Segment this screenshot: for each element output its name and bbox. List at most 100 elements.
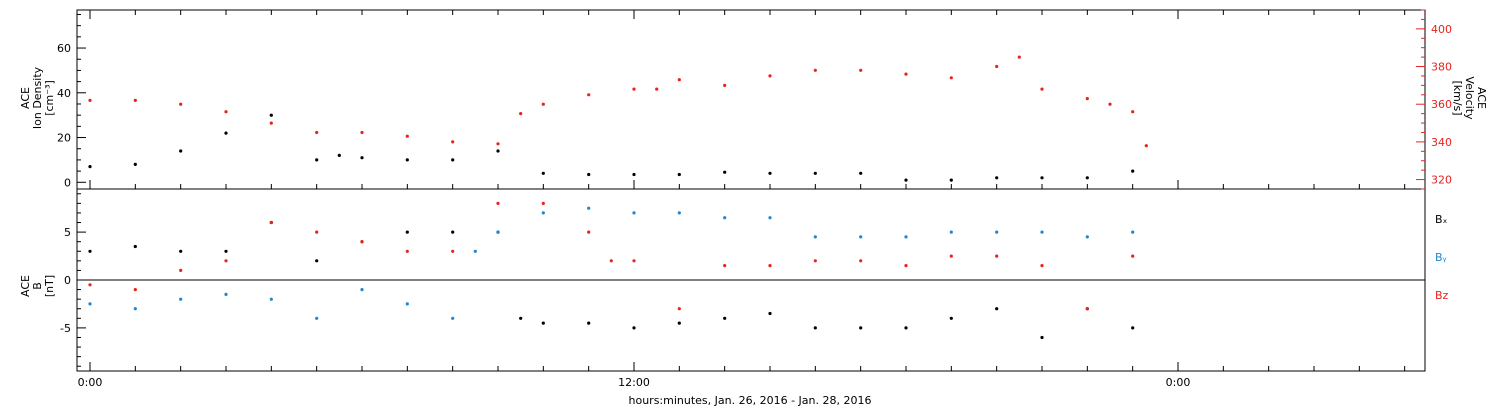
bz-point	[632, 259, 636, 263]
ion-density-point	[995, 176, 999, 180]
by-point	[1040, 230, 1044, 234]
bx-point	[677, 321, 681, 325]
ion-density-point	[224, 131, 228, 135]
ion-density-point	[179, 149, 183, 153]
svg-text:Ion Density: Ion Density	[31, 66, 44, 129]
by-point	[723, 216, 727, 220]
by-point	[1085, 235, 1089, 239]
velocity-point	[88, 98, 92, 102]
bx-point	[632, 326, 636, 330]
velocity-tick-label: 320	[1431, 174, 1452, 187]
velocity-point	[405, 134, 409, 138]
field-axis-label: ACE B [nT]	[19, 275, 56, 297]
bx-point	[1040, 335, 1044, 340]
bx-point	[179, 249, 183, 253]
ion-density-point	[269, 113, 273, 117]
x-axis-title: hours:minutes, Jan. 26, 2016 - Jan. 28, …	[629, 394, 872, 407]
density-tick-label: 20	[57, 132, 71, 145]
bz-point	[224, 259, 228, 263]
velocity-point	[632, 87, 636, 91]
velocity-point	[496, 142, 500, 146]
by-point	[88, 302, 92, 306]
bz-point	[768, 264, 772, 268]
bx-point	[723, 316, 727, 320]
velocity-point	[1131, 110, 1135, 114]
ion-density-point	[813, 171, 817, 175]
data-points-layer	[88, 55, 1148, 340]
velocity-point	[995, 64, 999, 69]
velocity-point	[1108, 102, 1112, 106]
velocity-point	[541, 102, 545, 106]
velocity-tick-label: 340	[1431, 136, 1452, 149]
x-tick-label-1: 12:00	[618, 376, 650, 389]
velocity-point	[859, 68, 863, 72]
velocity-point	[224, 110, 228, 114]
bz-point	[88, 283, 92, 287]
svg-text:[km/s]: [km/s]	[1451, 80, 1464, 115]
legend-by: Bᵧ	[1435, 251, 1447, 264]
bz-point	[1131, 254, 1135, 258]
velocity-point	[1017, 55, 1021, 59]
density-tick-label: 60	[57, 42, 71, 55]
velocity-point	[655, 87, 659, 91]
bx-point	[1131, 326, 1135, 330]
ion-density-point	[337, 153, 341, 157]
ion-density-point	[360, 156, 364, 160]
bx-point	[315, 259, 319, 263]
bx-point	[541, 321, 545, 325]
bz-point	[360, 240, 364, 244]
bz-point	[541, 201, 545, 205]
bz-point	[904, 264, 908, 268]
velocity-point	[768, 74, 772, 78]
by-point	[949, 230, 953, 234]
velocity-axis-label: ACE Velocity [km/s]	[1451, 76, 1488, 120]
ion-density-point	[677, 172, 681, 177]
bz-point	[995, 254, 999, 258]
ion-density-point	[859, 171, 863, 175]
by-point	[813, 235, 817, 239]
bz-point	[451, 249, 455, 253]
by-point	[587, 206, 591, 210]
bz-point	[677, 307, 681, 311]
by-point	[269, 297, 273, 301]
by-point	[677, 211, 681, 215]
ion-density-point	[88, 165, 92, 169]
bx-point	[587, 321, 591, 325]
bz-point	[609, 259, 613, 263]
bx-point	[813, 326, 817, 330]
by-point	[1131, 230, 1135, 234]
time-axis-ticks	[89, 10, 1406, 371]
svg-text:ACE: ACE	[1475, 87, 1488, 109]
by-point	[859, 235, 863, 239]
bz-point	[133, 288, 137, 292]
ion-density-point	[315, 158, 319, 162]
ion-density-point	[541, 171, 545, 175]
bz-point	[496, 201, 500, 205]
by-point	[768, 216, 772, 220]
velocity-point	[133, 98, 137, 102]
bz-point	[859, 259, 863, 263]
svg-text:Velocity: Velocity	[1463, 76, 1476, 120]
legend-bz: Bz	[1435, 289, 1449, 302]
ion-density-point	[904, 178, 908, 182]
by-point	[405, 302, 409, 306]
by-point	[995, 230, 999, 234]
by-point	[224, 292, 228, 296]
field-axis-ticks: -5 0 5	[60, 193, 1425, 367]
velocity-tick-label: 360	[1431, 98, 1452, 111]
ion-density-point	[768, 171, 772, 175]
ion-density-point	[496, 149, 500, 153]
svg-text:ACE: ACE	[19, 275, 32, 297]
by-point	[904, 235, 908, 239]
ion-density-point	[949, 178, 953, 182]
bx-point	[995, 307, 999, 311]
velocity-tick-label: 380	[1431, 61, 1452, 74]
ion-density-point	[1131, 169, 1135, 173]
velocity-point	[904, 72, 908, 76]
ion-density-point	[587, 172, 591, 177]
velocity-point	[723, 83, 727, 87]
bx-point	[224, 249, 228, 253]
ion-density-point	[405, 158, 409, 162]
svg-text:B: B	[31, 282, 44, 290]
legend-bx: Bₓ	[1435, 213, 1448, 226]
